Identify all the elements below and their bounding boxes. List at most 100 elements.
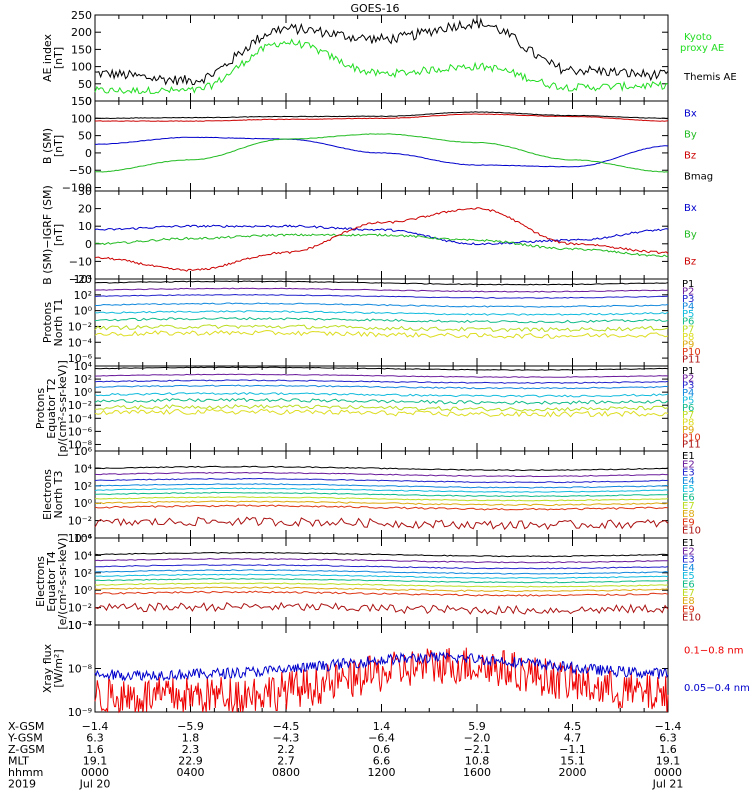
- flux-channel-line: [94, 324, 669, 333]
- legend-entry: E2: [682, 546, 695, 557]
- flux-channel-line: [94, 551, 669, 558]
- flux-channel-line: [94, 471, 668, 478]
- y-tick-label: 10²: [74, 289, 92, 302]
- panel-frame-db: [94, 190, 669, 280]
- y-tick-label: −50: [69, 164, 92, 177]
- series-themis-ae: [94, 17, 669, 86]
- legend-entry: E1: [682, 451, 695, 462]
- legend-entry: P10: [682, 347, 701, 358]
- ephemeris-value: −1.4: [655, 720, 682, 733]
- panel-frame-e2: [94, 537, 669, 626]
- legend-entry: E4: [682, 476, 695, 487]
- flux-channel-line: [94, 504, 669, 511]
- legend-entry: P5: [682, 395, 694, 406]
- y-tick-label: 10⁴: [74, 549, 93, 562]
- y-tick-label: 250: [71, 9, 92, 22]
- y-tick-label: 50: [78, 130, 92, 143]
- flux-channel-line: [94, 601, 669, 616]
- legend-entry: P10: [682, 432, 701, 443]
- flux-channel-line: [94, 586, 669, 593]
- flux-channel-line: [94, 366, 669, 371]
- legend-entry: E7: [682, 501, 695, 512]
- y-tick-label: 50: [78, 78, 92, 91]
- ephemeris-value: 6.3: [86, 732, 104, 745]
- legend-kyoto: Kyoto: [684, 32, 712, 43]
- y-axis-label: [p/(cm²-s-sr-keV)]: [56, 360, 69, 457]
- ephemeris-value: 5.9: [468, 720, 486, 733]
- legend-themis-ae: Themis AE: [683, 72, 737, 83]
- panel-frame-p1: [94, 278, 669, 367]
- y-tick-label: 10⁰: [74, 305, 93, 318]
- y-tick-label: 10⁻⁴: [68, 412, 93, 425]
- legend-entry: E2: [682, 459, 695, 470]
- y-tick-label: 0: [85, 95, 92, 108]
- y-axis-label: B (SM)−IGRF (SM): [41, 185, 54, 285]
- y-tick-label: 100: [71, 61, 92, 74]
- y-tick-label: 20: [78, 203, 92, 216]
- ephemeris-value: −5.9: [177, 720, 204, 733]
- ephemeris-label: hhmm: [8, 766, 43, 779]
- flux-channel-line: [94, 564, 669, 570]
- y-axis-label: Protons: [41, 302, 54, 343]
- series-bz: [94, 207, 669, 272]
- flux-channel-line: [94, 329, 669, 340]
- y-tick-label: 100: [71, 112, 92, 125]
- legend-entry: P11: [682, 440, 701, 451]
- y-tick-label: 10⁻⁷: [68, 619, 92, 632]
- ephemeris-value: 4.7: [564, 732, 582, 745]
- ephemeris-label: X-GSM: [8, 720, 44, 733]
- y-axis-label: Equator T2: [45, 378, 58, 438]
- y-tick-label: 10⁻²: [68, 602, 92, 615]
- legend-entry: Bx: [684, 203, 697, 214]
- y-axis-label: Electrons: [41, 469, 54, 520]
- legend-proxy-ae: proxy AE: [680, 43, 724, 54]
- y-axis-label: [W/m²]: [52, 649, 65, 687]
- ephemeris-value: −6.4: [368, 732, 395, 745]
- ephemeris-label: Z-GSM: [8, 743, 45, 756]
- y-tick-label: 10⁻²: [68, 515, 92, 528]
- flux-channel-line: [94, 487, 669, 493]
- flux-channel-line: [95, 384, 669, 390]
- y-tick-label: 10⁻⁶: [68, 425, 93, 438]
- series-bx: [94, 136, 669, 168]
- y-axis-label: [nT]: [52, 224, 65, 246]
- flux-channel-line: [94, 379, 669, 384]
- ephemeris-value: 1.4: [373, 720, 391, 733]
- y-axis-label: Equator T4: [45, 551, 58, 611]
- panel-frame-p2: [94, 365, 669, 452]
- series-by: [95, 233, 669, 258]
- y-tick-label: 10²: [74, 373, 92, 386]
- y-axis-label: North T3: [52, 471, 65, 519]
- ephemeris-value: 2.7: [277, 755, 295, 768]
- y-axis-label: [nT]: [52, 47, 65, 69]
- ephemeris-value: 15.1: [560, 755, 585, 768]
- legend-entry: E10: [682, 526, 701, 537]
- flux-channel-line: [94, 500, 669, 507]
- ephemeris-value: 4.5: [564, 720, 582, 733]
- y-tick-label: 0: [85, 147, 92, 160]
- y-axis-label: Xray flux: [41, 643, 54, 693]
- legend-entry: P9: [682, 339, 694, 350]
- legend-entry: E10: [682, 613, 701, 624]
- flux-channel-line: [94, 516, 669, 531]
- legend-entry: P2: [682, 287, 694, 298]
- legend-entry: E5: [682, 484, 695, 495]
- legend-entry: P1: [682, 366, 694, 377]
- ephemeris-value: 0800: [272, 766, 300, 779]
- legend-entry: P6: [682, 317, 694, 328]
- series-xray-long: [94, 647, 669, 714]
- legend-entry: E3: [682, 468, 695, 479]
- ephemeris-value: 0400: [177, 766, 205, 779]
- ephemeris-value: 6.6: [373, 755, 391, 768]
- y-tick-label: 30: [78, 185, 92, 198]
- flux-channel-line: [94, 373, 669, 378]
- y-tick-label: 10⁻²: [68, 320, 92, 333]
- ephemeris-value: 1.8: [182, 732, 200, 745]
- legend-entry: Bz: [684, 256, 696, 267]
- legend-entry: 0.1−0.8 nm: [684, 645, 743, 656]
- ephemeris-value: 19.1: [656, 755, 681, 768]
- legend-entry: P11: [682, 354, 701, 365]
- ephemeris-label: MLT: [8, 755, 29, 768]
- flux-channel-line: [94, 287, 669, 293]
- flux-channel-line: [94, 316, 669, 324]
